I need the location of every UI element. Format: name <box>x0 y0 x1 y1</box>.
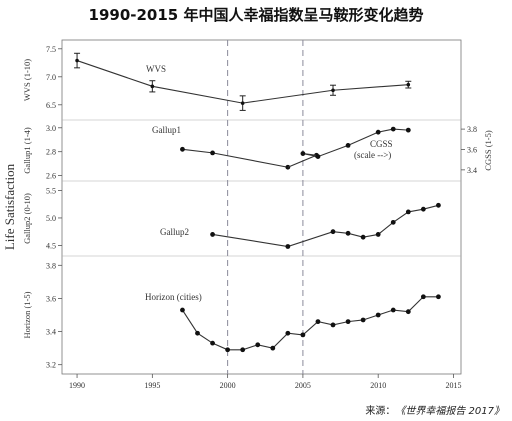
data-point <box>210 150 215 156</box>
right-y-axis-label: CGSS (1-5) <box>483 130 493 171</box>
data-point <box>345 143 351 148</box>
right-y-tick-label: 3.4 <box>467 166 477 175</box>
data-point <box>255 342 261 348</box>
axes: 1990 1995 2000 2005 2010 2015 6.5 7.0 7.5 2.6 2.8 3… <box>46 45 477 390</box>
y-tick-label: 5.0 <box>46 214 56 223</box>
chart-title: 1990-2015 年中国人幸福指数呈马鞍形变化趋势 <box>88 6 424 24</box>
panel-y-label: Gallup1 (1-4) <box>22 127 32 174</box>
data-point <box>195 330 200 336</box>
x-tick-label: 1995 <box>144 381 160 390</box>
x-tick-label: 2015 <box>445 381 461 390</box>
data-point <box>75 58 79 63</box>
panel-y-label: Horizon (1-5) <box>22 291 32 338</box>
data-point <box>375 129 381 135</box>
y-tick-label: 4.5 <box>46 241 56 250</box>
y-tick-label: 3.6 <box>46 294 56 303</box>
data-point <box>375 312 381 318</box>
y-tick-label: 3.8 <box>46 261 56 270</box>
plot-border <box>61 39 462 375</box>
series-label: Gallup2 <box>160 227 189 237</box>
series-label: Horizon (cities) <box>145 292 202 302</box>
data-point <box>315 154 321 160</box>
data-point <box>285 330 291 336</box>
data-point <box>360 234 366 240</box>
series-line <box>287 128 409 168</box>
data-point <box>210 232 215 237</box>
series-label: WVS <box>146 64 166 74</box>
data-point <box>330 229 336 235</box>
source-label: 来源： <box>365 406 396 417</box>
data-point <box>390 219 396 225</box>
source-note: 来源：《世界幸福报告 2017》 <box>365 402 504 417</box>
series-note: (scale -->) <box>354 150 391 160</box>
data-point <box>375 232 381 237</box>
data-point <box>436 294 441 300</box>
data-point <box>405 127 411 133</box>
series-label: CGSS <box>370 139 393 149</box>
data-point <box>405 309 411 315</box>
panel-y-label: WVS (1-10) <box>22 59 32 101</box>
data-point <box>150 84 155 89</box>
y-tick-label: 3.2 <box>46 361 56 370</box>
right-y-tick-label: 3.6 <box>467 145 477 154</box>
x-tick-label: 2000 <box>220 381 236 390</box>
right-y-tick-label: 3.8 <box>467 125 477 134</box>
series-label: Gallup1 <box>152 125 181 135</box>
panel-y-label: Gallup2 (0-10) <box>22 193 32 244</box>
data-point <box>300 332 306 338</box>
data-point <box>360 317 366 323</box>
x-tick-label: 1990 <box>69 381 85 390</box>
x-tick-label: 2010 <box>370 381 386 390</box>
y-tick-label: 7.5 <box>46 45 56 54</box>
series-line <box>181 296 439 351</box>
data-point <box>285 244 291 249</box>
y-axis-label: Life Satisfaction <box>2 163 17 250</box>
chart-marks <box>74 52 441 353</box>
y-tick-label: 3.4 <box>46 328 56 337</box>
y-tick-label: 2.8 <box>46 148 56 157</box>
data-point <box>210 340 215 346</box>
data-point <box>331 88 335 93</box>
series-line <box>212 204 439 248</box>
data-point <box>270 345 276 351</box>
data-point <box>436 202 441 208</box>
data-point <box>420 206 426 212</box>
data-point <box>300 151 306 156</box>
y-tick-label: 7.0 <box>46 73 56 82</box>
chart-labels: Life Satisfaction WVS (1-10) WVS Gallup1 (1… <box>2 59 493 339</box>
x-tick-label: 2005 <box>295 381 311 390</box>
data-point <box>225 347 231 353</box>
data-point <box>345 230 351 236</box>
data-point <box>180 146 185 152</box>
y-tick-label: 5.5 <box>46 186 56 195</box>
y-tick-label: 6.5 <box>46 101 56 110</box>
data-point <box>406 82 411 87</box>
data-point <box>315 319 321 325</box>
y-tick-label: 2.6 <box>46 172 56 181</box>
data-point <box>240 347 246 353</box>
data-point <box>180 307 185 313</box>
data-point <box>345 319 351 325</box>
plot-frame <box>61 39 462 375</box>
data-point <box>405 209 411 215</box>
data-point <box>330 322 336 328</box>
y-tick-label: 3.0 <box>46 124 56 133</box>
source-text: 《世界幸福报告 2017》 <box>395 406 504 417</box>
series-line <box>182 148 288 168</box>
data-point <box>390 126 396 132</box>
data-point <box>240 101 245 105</box>
data-point <box>420 294 426 300</box>
data-point <box>390 307 396 313</box>
